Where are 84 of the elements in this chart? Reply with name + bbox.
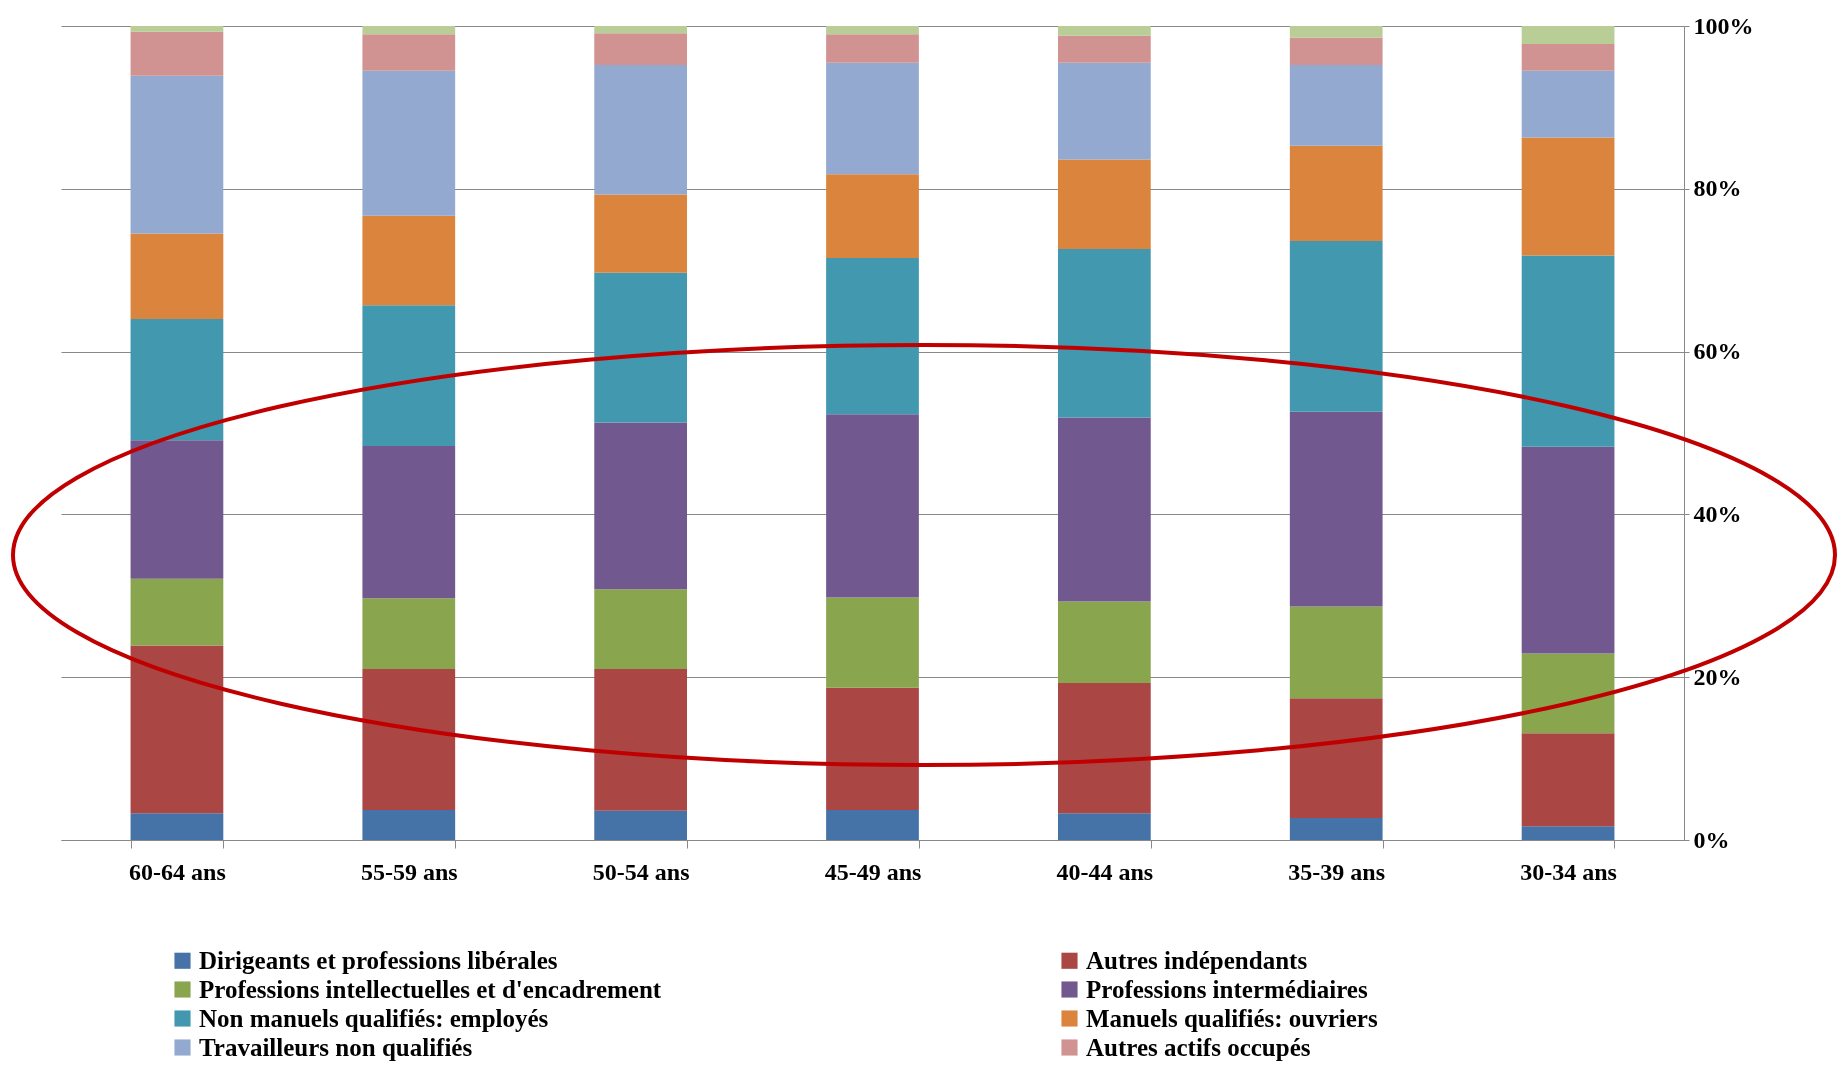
y-tick-label: 80% xyxy=(1693,175,1742,202)
bar xyxy=(130,26,224,32)
y-tick-label: 100% xyxy=(1693,12,1754,39)
y-tick-label: 20% xyxy=(1693,663,1742,690)
bar xyxy=(594,33,688,66)
bar xyxy=(362,215,456,306)
bar xyxy=(362,809,456,840)
bar xyxy=(1057,26,1151,36)
bar xyxy=(594,272,688,423)
legend-label: Professions intermédiaires xyxy=(1086,975,1368,1003)
bar xyxy=(594,26,688,34)
y-tick-label: 60% xyxy=(1693,338,1742,365)
bar xyxy=(594,422,688,590)
x-tick-label: 60-64 ans xyxy=(129,858,226,885)
x-tick-label: 35-39 ans xyxy=(1288,858,1386,885)
bar xyxy=(130,319,224,441)
bar xyxy=(130,440,224,579)
bar xyxy=(1057,159,1151,250)
bar xyxy=(130,645,224,814)
bar xyxy=(594,669,688,811)
bar xyxy=(130,31,224,76)
bar xyxy=(1289,26,1383,38)
bar xyxy=(1521,43,1615,71)
bar xyxy=(826,174,919,258)
bar xyxy=(362,305,456,447)
bar xyxy=(1289,65,1383,146)
bar xyxy=(826,62,919,175)
bar xyxy=(1057,601,1151,683)
bar xyxy=(362,669,456,810)
bar xyxy=(1057,813,1151,840)
legend-label: Autres indépendants xyxy=(1086,946,1308,974)
y-tick-label: 40% xyxy=(1693,500,1742,527)
bar xyxy=(1289,145,1383,241)
x-tick-label: 55-59 ans xyxy=(360,858,458,885)
legend-label: Non manuels qualifiés: employés xyxy=(199,1004,549,1032)
bar xyxy=(1289,411,1383,607)
bar xyxy=(1289,698,1383,819)
bar xyxy=(1289,818,1383,840)
bar xyxy=(1057,417,1151,602)
bar xyxy=(130,813,224,840)
bar xyxy=(130,578,224,646)
x-tick-label: 30-34 ans xyxy=(1520,858,1617,885)
bar xyxy=(1521,70,1615,138)
bar xyxy=(1521,826,1615,840)
legend-label: Dirigeants et professions libérales xyxy=(199,946,558,974)
bar xyxy=(826,597,919,688)
bar xyxy=(1057,62,1151,160)
bar xyxy=(1521,137,1615,256)
bar xyxy=(826,687,919,810)
bar xyxy=(1289,37,1383,66)
bar xyxy=(594,65,688,195)
bar xyxy=(1521,26,1615,44)
bar xyxy=(130,75,224,234)
bar xyxy=(1057,682,1151,814)
x-tick-label: 40-44 ans xyxy=(1056,858,1154,885)
legend-label: Professions intellectuelles et d'encadrement xyxy=(199,975,662,1003)
y-tick-label: 0% xyxy=(1693,826,1730,853)
bar xyxy=(1521,733,1615,827)
bar xyxy=(1289,606,1383,699)
bar xyxy=(594,810,688,840)
bar xyxy=(1521,653,1615,734)
bar xyxy=(1521,446,1615,654)
bar xyxy=(594,589,688,670)
bar xyxy=(826,809,919,840)
bar xyxy=(826,257,919,415)
bar xyxy=(1521,255,1615,447)
bar xyxy=(362,598,456,670)
x-tick-label: 45-49 ans xyxy=(824,858,922,885)
bar xyxy=(1057,249,1151,418)
legend-label: Manuels qualifiés: ouvriers xyxy=(1086,1004,1378,1032)
bar xyxy=(130,233,224,320)
bar xyxy=(826,414,919,598)
bar xyxy=(362,446,456,599)
bar xyxy=(362,26,456,35)
bar xyxy=(594,194,688,273)
x-tick-label: 50-54 ans xyxy=(592,858,690,885)
bar xyxy=(1057,35,1151,63)
bar xyxy=(826,34,919,63)
bar xyxy=(826,26,919,35)
bar xyxy=(362,70,456,216)
legend-label: Autres actifs occupés xyxy=(1086,1033,1311,1061)
legend-label: Travailleurs non qualifiés xyxy=(199,1033,473,1061)
bar xyxy=(362,34,456,71)
bar xyxy=(1289,240,1383,412)
